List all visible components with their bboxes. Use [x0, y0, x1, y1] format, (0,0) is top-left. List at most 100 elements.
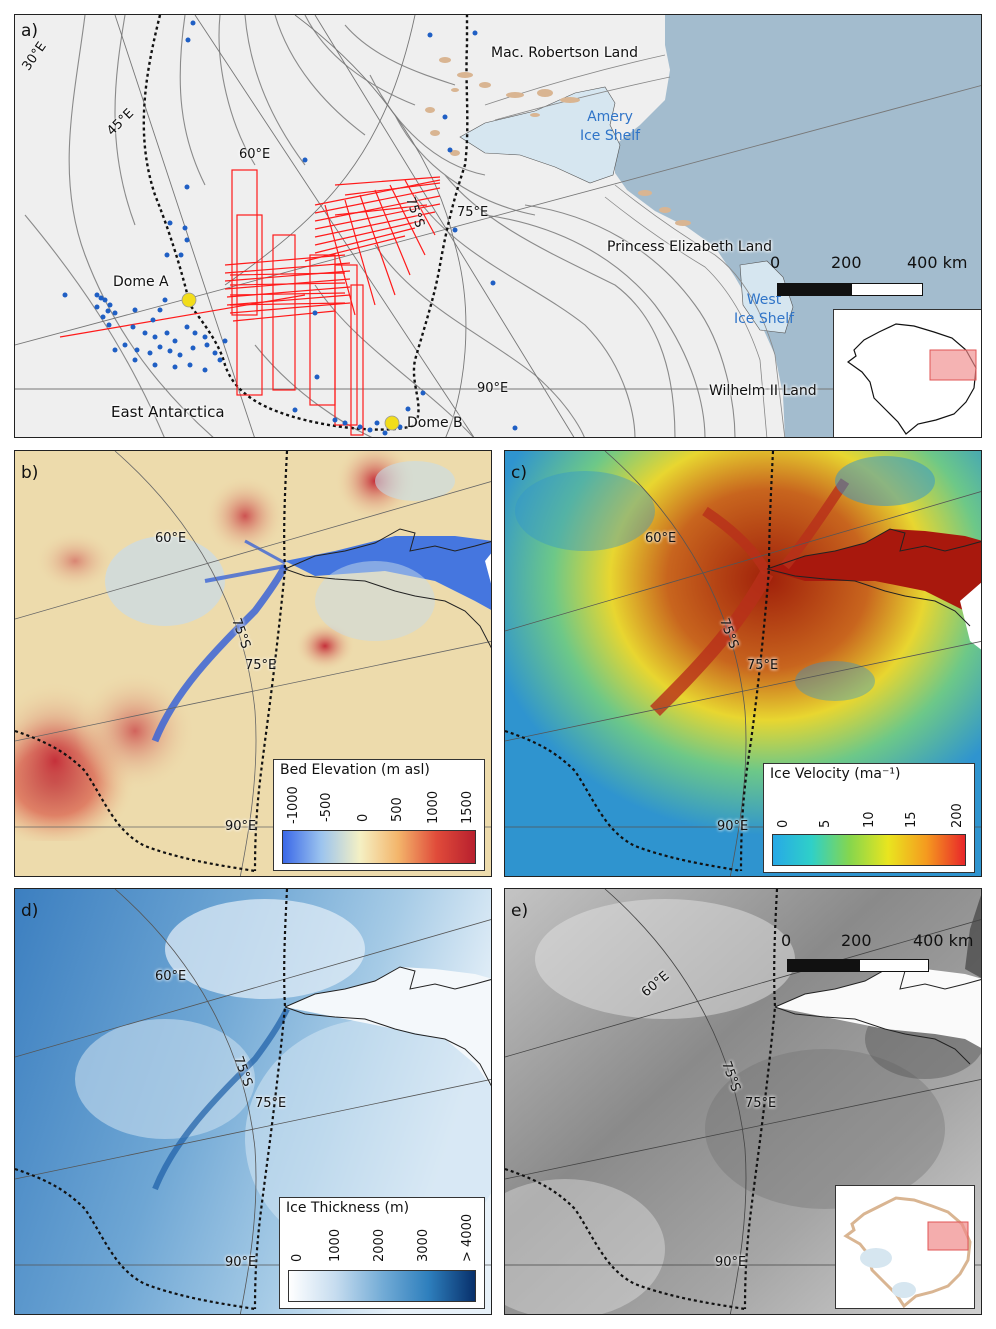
panel-e-surface-imagery: e) 60°E 75°S 75°E 90°E 0 200 400 km	[504, 888, 982, 1315]
graticule-lines-c	[505, 451, 981, 876]
inset-canvas-e	[843, 1196, 972, 1308]
colorbar-thickness	[288, 1270, 476, 1302]
panel-e-label: e)	[511, 901, 529, 921]
scale-segment-black	[777, 283, 851, 296]
graticule-label-60e-d: 60°E	[155, 969, 187, 984]
panel-b-bed-elevation: b) 60°E 75°S 75°E 90°E Bed Elevation (m …	[14, 450, 492, 877]
place-mac-robertson-land: Mac. Robertson Land	[491, 45, 638, 61]
graticule-lines	[15, 15, 981, 437]
graticule-lines-b	[15, 451, 491, 876]
antarctica-locator-inset	[833, 309, 981, 437]
place-dome-b: Dome B	[407, 415, 463, 431]
dome-a-marker	[181, 292, 197, 308]
scale-bar-a: 0 200 400 km	[770, 253, 975, 303]
graticule-label-75e-e: 75°E	[745, 1096, 777, 1111]
inset-canvas	[846, 323, 977, 435]
legend-tick: 1000	[328, 1228, 343, 1262]
colorbar-velocity	[772, 834, 966, 866]
legend-tick: 10	[862, 811, 877, 828]
place-west-ice-shelf: West Ice Shelf	[733, 292, 795, 327]
ice-divide-dashed-c	[505, 451, 775, 873]
graticule-label-90e: 90°E	[477, 381, 509, 396]
ice-divide-dashed	[142, 15, 469, 431]
panel-a-label: a)	[21, 21, 39, 41]
scale-segment-black	[787, 959, 859, 972]
legend-tick: -500	[319, 792, 334, 822]
amery-outline-c	[766, 528, 981, 627]
amery-ice-shelf-bright	[775, 967, 981, 1048]
legend-tick: -1000	[286, 786, 301, 824]
scale-tick-200: 200	[841, 931, 872, 950]
panel-d-label: d)	[21, 901, 39, 921]
dome-b-marker	[384, 415, 400, 431]
legend-tick: 0	[356, 813, 371, 822]
legend-tick: 2000	[372, 1228, 387, 1262]
ice-divide-dashed-e	[505, 889, 779, 1311]
colorbar-bed	[282, 830, 476, 864]
legend-tick: 0	[290, 1253, 305, 1262]
inset-ronne-shelf	[892, 1282, 916, 1298]
rock-outcrops	[425, 57, 691, 226]
place-wilhelm-ii-land: Wilhelm II Land	[709, 383, 817, 399]
graticule-label-90e-c: 90°E	[717, 819, 749, 834]
place-east-antarctica: East Antarctica	[111, 403, 225, 421]
scale-bar-e: 0 200 400 km	[777, 931, 977, 981]
panel-d-ice-thickness: d) 60°E 75°S 75°E 90°E Ice Thickness (m)…	[14, 888, 492, 1315]
legend-ice-thickness: Ice Thickness (m) 0 1000 2000 3000 > 400…	[279, 1197, 485, 1309]
coastal-contours	[484, 54, 786, 437]
graticule-label-75e-b: 75°E	[245, 658, 277, 673]
legend-tick: 0	[776, 819, 791, 828]
amery-outline-b	[284, 528, 491, 649]
ice-divide-dashed-b	[15, 451, 289, 873]
legend-bed-elevation: Bed Elevation (m asl) -1000 -500 0 500 1…	[273, 759, 485, 871]
legend-tick: 200	[950, 803, 965, 828]
graticule-label-75e-c: 75°E	[747, 658, 779, 673]
survey-lines	[59, 169, 441, 436]
legend-tick: 3000	[416, 1228, 431, 1262]
scale-tick-400: 400 km	[913, 931, 974, 950]
panel-c-ice-velocity: c) 60°E 75°S 75°E 90°E Ice Velocity (ma⁻…	[504, 450, 982, 877]
legend-title-velocity: Ice Velocity (ma⁻¹)	[770, 766, 901, 782]
legend-ice-velocity: Ice Velocity (ma⁻¹) 0 5 10 15 200	[763, 763, 975, 873]
graticule-label-90e-e: 90°E	[715, 1255, 747, 1270]
scale-tick-0: 0	[781, 931, 792, 950]
place-amery-ice-shelf: Amery Ice Shelf	[579, 109, 641, 144]
inset-study-area-e	[927, 1221, 969, 1251]
elevation-contours	[24, 15, 736, 437]
legend-tick: 5	[818, 819, 833, 828]
bed-trough-amery	[285, 536, 491, 610]
bed-trough-lambert	[151, 564, 289, 743]
legend-tick: 1000	[426, 790, 441, 824]
panel-b-label: b)	[21, 463, 39, 483]
antarctica-locator-inset-e	[835, 1185, 975, 1309]
inset-ross-shelf	[860, 1248, 892, 1268]
graticule-label-60e-c: 60°E	[645, 531, 677, 546]
graticule-label-60e: 60°E	[239, 147, 271, 162]
panel-a-overview-map: a) 30°E 45°E 60°E 75°E 75°S 90°E Mac. Ro…	[14, 14, 982, 438]
graticule-label-60e-b: 60°E	[155, 531, 187, 546]
legend-title-thickness: Ice Thickness (m)	[286, 1200, 410, 1216]
ice-divide-dashed-d	[15, 889, 289, 1311]
graticule-lines-d	[15, 889, 491, 1314]
amery-outline-d	[284, 966, 491, 1087]
scale-segment-white	[859, 959, 929, 972]
amery-ice-shelf	[459, 86, 621, 184]
graticule-label-75e: 75°E	[457, 205, 489, 220]
scale-tick-0: 0	[770, 253, 781, 272]
point-data	[62, 20, 518, 436]
graticule-label-75e-d: 75°E	[255, 1096, 287, 1111]
legend-tick: > 4000	[460, 1213, 475, 1262]
graticule-lines-e	[505, 889, 981, 1314]
graticule-label-90e-d: 90°E	[225, 1255, 257, 1270]
legend-title-bed: Bed Elevation (m asl)	[280, 762, 430, 778]
place-princess-elizabeth-land: Princess Elizabeth Land	[607, 239, 773, 255]
legend-tick: 15	[904, 811, 919, 828]
scale-tick-400: 400 km	[907, 253, 968, 272]
legend-tick: 1500	[460, 790, 475, 824]
scale-segment-white	[851, 283, 923, 296]
panel-b-map-canvas	[15, 451, 491, 876]
scale-tick-200: 200	[831, 253, 862, 272]
west-ice-shelf	[739, 260, 794, 334]
place-dome-a: Dome A	[113, 274, 169, 290]
inset-study-area	[929, 349, 977, 381]
